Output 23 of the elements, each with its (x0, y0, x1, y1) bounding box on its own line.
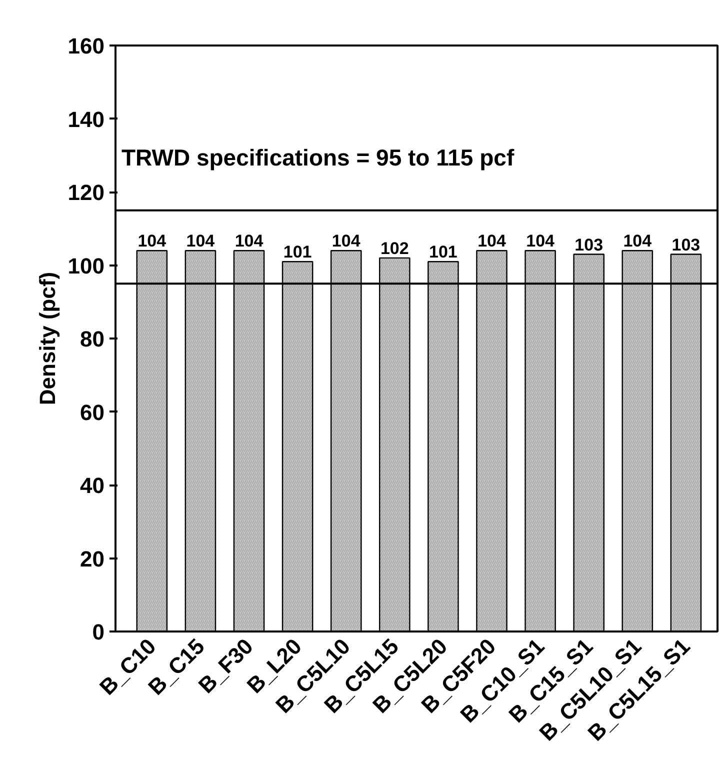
data-label: 102 (380, 238, 409, 258)
y-tick-label: 140 (68, 106, 105, 132)
data-label: 101 (283, 242, 312, 262)
data-label: 104 (332, 232, 361, 251)
data-label: 104 (623, 232, 652, 251)
data-label: 103 (672, 235, 700, 254)
data-label: 104 (186, 232, 216, 251)
data-label: 103 (574, 235, 604, 254)
y-tick-label: 0 (92, 620, 105, 644)
data-label: 104 (138, 232, 167, 251)
y-tick-label: 120 (68, 180, 105, 205)
data-label: 101 (429, 242, 458, 262)
data-label: 104 (234, 232, 264, 251)
y-tick-label: 100 (68, 253, 105, 278)
data-label: 104 (526, 232, 556, 251)
y-tick-label: 40 (80, 473, 105, 498)
y-tick-label: 160 (68, 34, 105, 58)
y-tick-label: 20 (80, 546, 105, 572)
y-tick-label: 60 (80, 400, 105, 425)
ref-line-label: TRWD specifications = 95 to 115 pcf (122, 144, 514, 170)
y-axis-title: Density (pcf) (34, 272, 60, 406)
data-label: 104 (478, 232, 506, 251)
y-tick-label: 80 (80, 326, 105, 352)
